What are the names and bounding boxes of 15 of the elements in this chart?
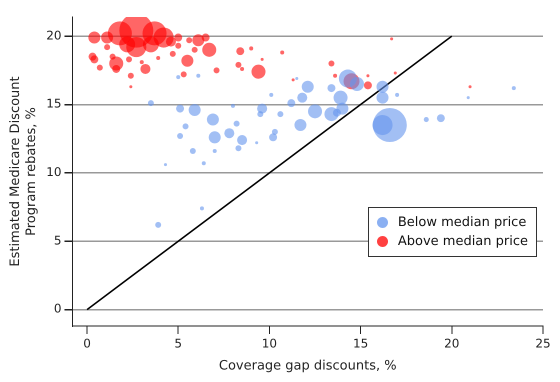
x-axis-title: Coverage gap discounts, % [218,358,397,374]
y-tick-label: 5 [54,233,62,248]
x-tick-label: 20 [444,336,460,350]
x-tick-label: 0 [83,336,91,350]
y-tick-label: 20 [46,28,62,42]
x-tick-label: 10 [262,336,278,350]
x-tick-label: 5 [174,336,182,350]
x-tick-label: 25 [535,336,551,350]
y-tick-label: 15 [46,96,62,111]
y-tick-label: 10 [46,164,62,179]
legend-label: Above median price [398,233,528,251]
legend-label: Below median price [398,214,526,232]
y-axis-title: Estimated Medicare Discount Program rebates, % [8,76,39,267]
x-tick-label: 15 [352,336,368,350]
y-tick-label: 0 [54,302,62,316]
